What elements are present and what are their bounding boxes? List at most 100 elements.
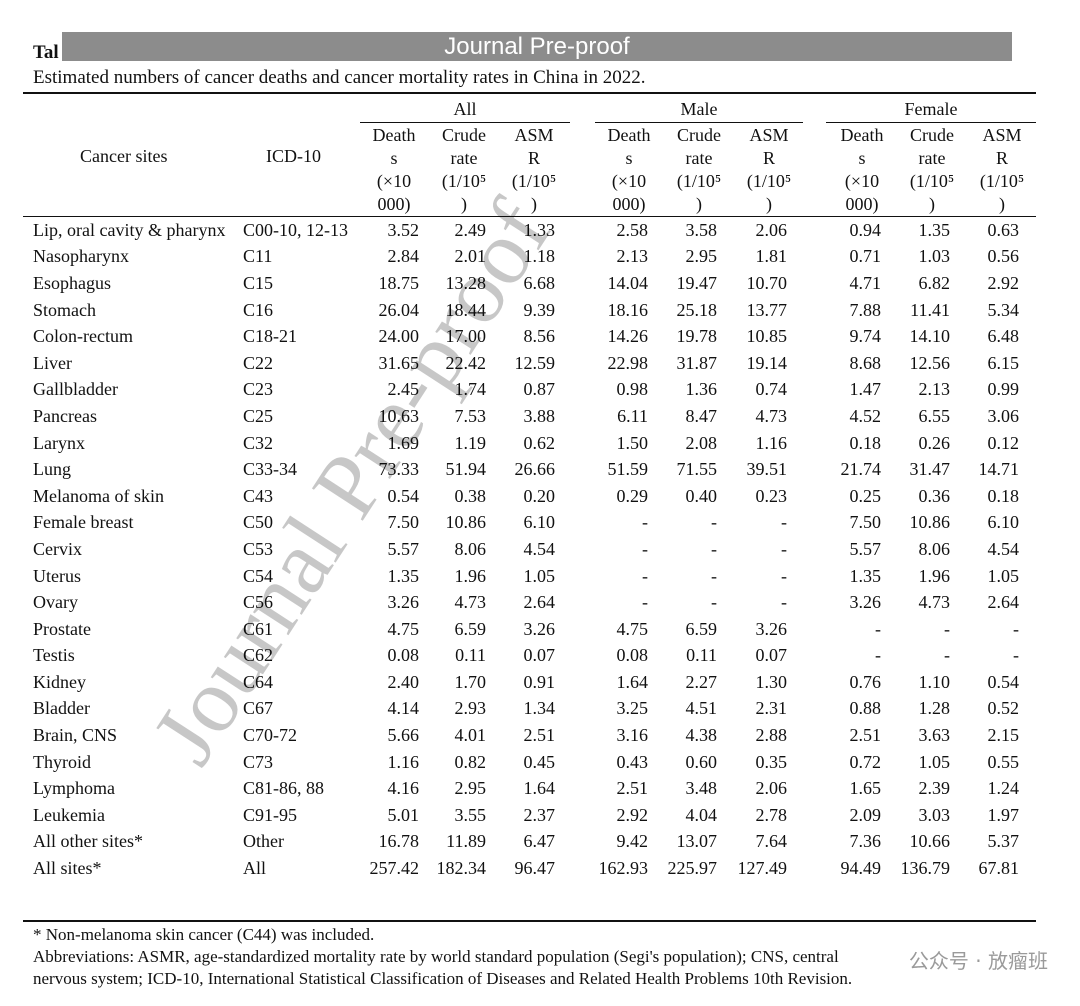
- table-cell: 0.82: [454, 751, 487, 772]
- table-cell: 0.74: [755, 379, 788, 400]
- table-cell: 1.33: [523, 219, 556, 240]
- table-cell: 2.84: [387, 246, 420, 267]
- table-cell: 4.04: [685, 804, 718, 825]
- cancer-site: Brain, CNS: [33, 725, 118, 746]
- table-row: Lymphoma C81-86, 88 4.16 2.95 1.64 2.51 3.48 2.…: [33, 775, 1019, 802]
- table-cell: -: [711, 512, 717, 533]
- table-cell: 1.05: [918, 751, 951, 772]
- col-header-line: rate: [918, 148, 946, 168]
- icd-code: C23: [243, 379, 274, 400]
- col-header-line: R: [527, 148, 540, 168]
- table-row: Nasopharynx C11 2.84 2.01 1.18 2.13 2.95 1.81 0.…: [33, 244, 1019, 271]
- table-cell: 4.14: [387, 698, 420, 719]
- icd-code: C91-95: [243, 804, 297, 825]
- table-cell: 9.42: [616, 831, 649, 852]
- col-header-line: Crude: [442, 125, 486, 145]
- table-cell: 2.40: [387, 671, 420, 692]
- table-cell: -: [1013, 618, 1019, 639]
- table-cell: 4.75: [387, 618, 420, 639]
- table-cell: 2.09: [849, 804, 882, 825]
- table-cell: 1.65: [849, 778, 882, 799]
- table-cell: 94.49: [840, 858, 882, 879]
- table-cell: 1.05: [523, 565, 556, 586]
- table-cell: -: [875, 645, 881, 666]
- col-header-line: Death: [372, 125, 416, 145]
- table-cell: 0.29: [616, 485, 649, 506]
- table-cell: 0.25: [849, 485, 882, 506]
- col-header-line: Death: [840, 125, 884, 145]
- col-header-line: ASM: [982, 125, 1022, 145]
- table-cell: 7.50: [849, 512, 882, 533]
- table-cell: 3.26: [523, 618, 556, 639]
- col-header-asmr: ASM R (1/10⁵): [500, 124, 568, 216]
- table-cell: 0.88: [849, 698, 882, 719]
- table-cell: 2.64: [987, 592, 1020, 613]
- table-cell: 16.78: [378, 831, 420, 852]
- table-cell: 1.24: [987, 778, 1020, 799]
- col-header-line: (×10: [376, 171, 412, 191]
- col-header-line: Crude: [677, 125, 721, 145]
- table-cell: 0.54: [387, 485, 420, 506]
- table-cell: -: [642, 592, 648, 613]
- table-cell: 2.95: [454, 778, 487, 799]
- table-row: Lung C33-34 73.33 51.94 26.66 51.59 71.55 39.51…: [33, 456, 1019, 483]
- table-cell: 1.10: [918, 671, 951, 692]
- table-cell: 6.55: [918, 405, 951, 426]
- col-header-crude: Crude rate (1/10⁵): [430, 124, 498, 216]
- icd-code: C18-21: [243, 326, 297, 347]
- table-cell: 13.77: [746, 299, 788, 320]
- table-cell: 4.73: [918, 592, 951, 613]
- table-cell: 22.42: [445, 352, 487, 373]
- table-cell: 2.95: [685, 246, 718, 267]
- table-cell: 0.07: [755, 645, 788, 666]
- table-row: Pancreas C25 10.63 7.53 3.88 6.11 8.47 4.73 4.52…: [33, 403, 1019, 430]
- table-cell: 3.26: [755, 618, 788, 639]
- footnote: * Non-melanoma skin cancer (C44) was inc…: [33, 925, 375, 944]
- cancer-site: All other sites*: [33, 831, 143, 852]
- table-cell: -: [711, 592, 717, 613]
- cancer-site: Prostate: [33, 618, 91, 639]
- table-cell: 2.01: [454, 246, 487, 267]
- table-cell: 4.73: [755, 405, 788, 426]
- table-row: Uterus C54 1.35 1.96 1.05 - - - 1.35 1.96 1.05: [33, 563, 1019, 590]
- table-cell: 5.01: [387, 804, 420, 825]
- table-cell: -: [711, 565, 717, 586]
- table-cell: 19.47: [676, 272, 718, 293]
- col-header-line: (1/10⁵: [511, 171, 557, 191]
- table-cell: 31.87: [676, 352, 718, 373]
- table-cell: 0.45: [523, 751, 556, 772]
- icd-code: C15: [243, 272, 274, 293]
- group-rule-male: [595, 122, 803, 123]
- mortality-table: Lip, oral cavity & pharynx C00-10, 12-13 3…: [33, 217, 1019, 882]
- cancer-site: Uterus: [33, 565, 81, 586]
- cancer-site: Colon-rectum: [33, 326, 133, 347]
- table-caption: Estimated numbers of cancer deaths and c…: [33, 67, 646, 88]
- table-cell: 18.75: [378, 272, 420, 293]
- table-cell: 6.15: [987, 352, 1020, 373]
- table-row: Thyroid C73 1.16 0.82 0.45 0.43 0.60 0.35 0.72 1.…: [33, 749, 1019, 776]
- table-cell: 5.66: [387, 725, 420, 746]
- cancer-site: All sites*: [33, 858, 102, 879]
- table-cell: 257.42: [369, 858, 420, 879]
- table-row: All other sites* Other 16.78 11.89 6.47 9.42 1…: [33, 829, 1019, 856]
- table-cell: 136.79: [900, 858, 951, 879]
- table-cell: 51.94: [445, 459, 487, 480]
- table-row: Ovary C56 3.26 4.73 2.64 - - - 3.26 4.73 2.64: [33, 589, 1019, 616]
- table-cell: 2.08: [685, 432, 718, 453]
- table-row: All sites* All 257.42 182.34 96.47 162.93 225.…: [33, 855, 1019, 882]
- col-header-line: 000): [377, 194, 411, 214]
- top-rule: [23, 92, 1036, 94]
- table-cell: -: [1013, 645, 1019, 666]
- table-cell: 2.06: [755, 219, 788, 240]
- col-header-deaths: Death s (×10 000): [360, 124, 428, 216]
- table-cell: 10.86: [909, 512, 951, 533]
- table-cell: 0.52: [987, 698, 1020, 719]
- table-cell: 2.13: [616, 246, 649, 267]
- table-cell: 9.74: [849, 326, 882, 347]
- cancer-site: Gallbladder: [33, 379, 118, 400]
- cancer-site: Esophagus: [33, 272, 111, 293]
- table-cell: 0.11: [455, 645, 486, 666]
- icd-code: C11: [243, 246, 273, 267]
- table-cell: 6.10: [987, 512, 1020, 533]
- icd-code: C43: [243, 485, 274, 506]
